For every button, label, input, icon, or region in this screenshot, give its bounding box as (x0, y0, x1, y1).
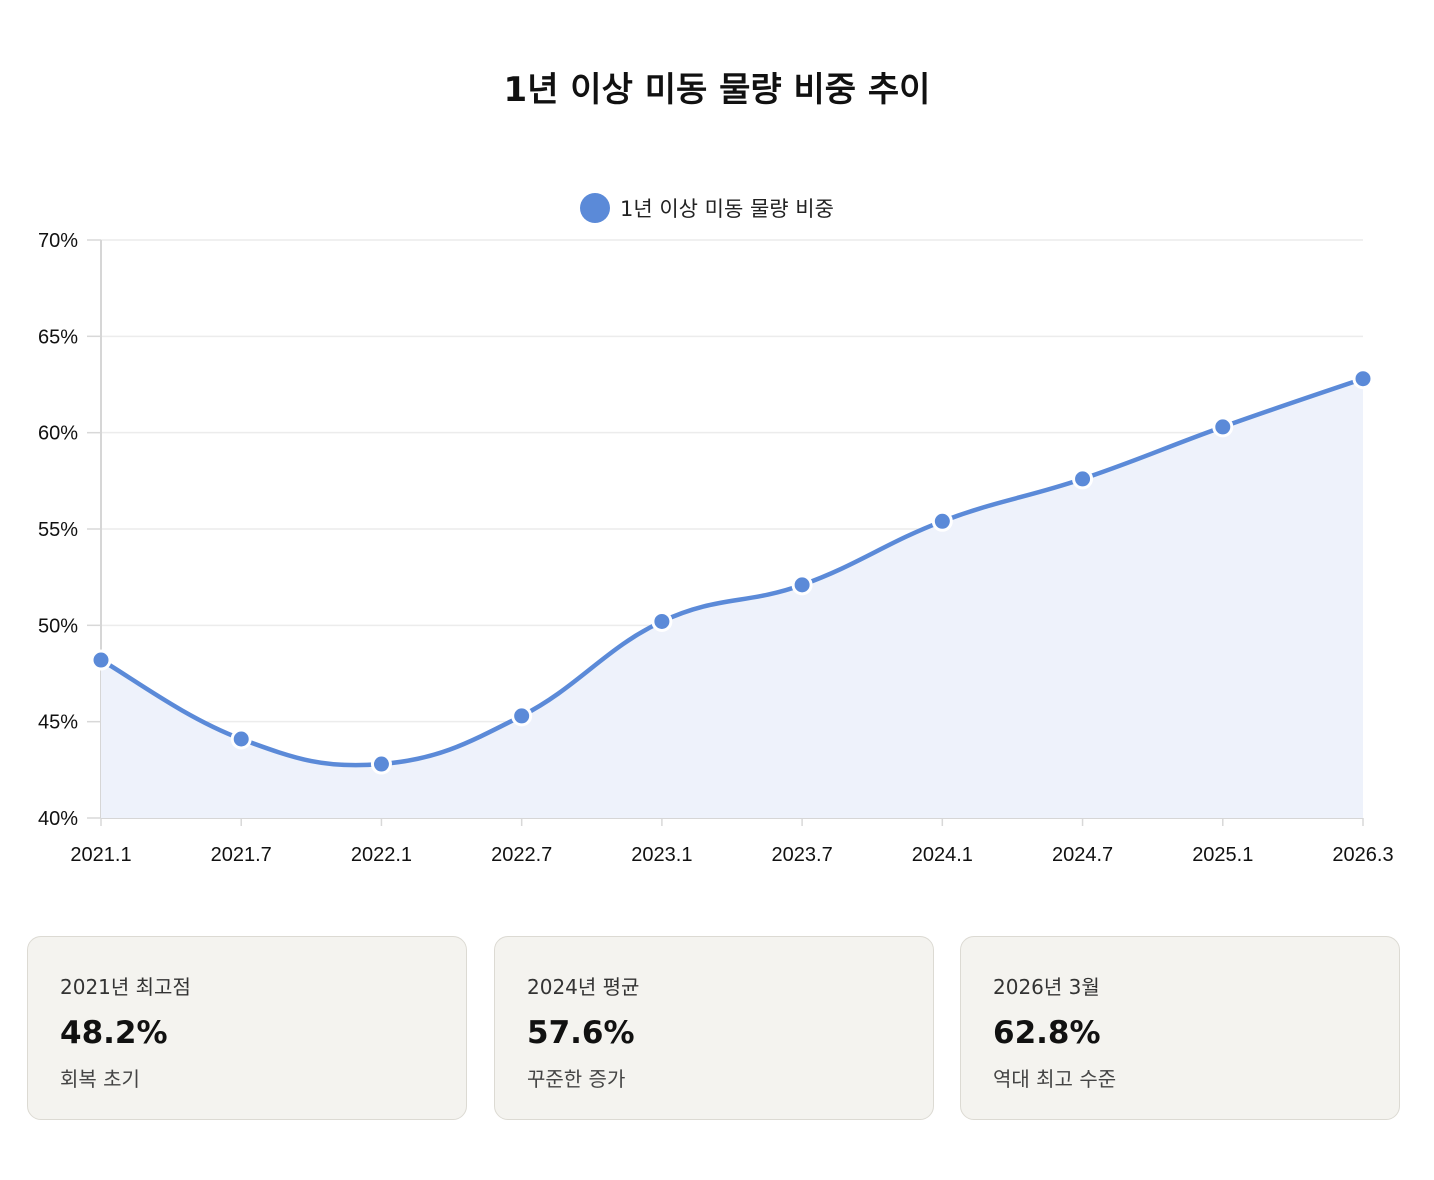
stat-card-value: 62.8% (993, 1015, 1101, 1051)
stat-card-label: 2026년 3월 (993, 975, 1100, 999)
y-tick-label: 55% (38, 519, 78, 541)
x-tick-label: 2023.1 (631, 844, 692, 866)
chart-title: 1년 이상 미동 물량 비중 추이 (503, 70, 931, 110)
data-point-2024.1 (931, 510, 953, 532)
data-point-2021.1 (90, 649, 112, 671)
data-point-2023.7 (791, 574, 813, 596)
data-point-2025.1 (1212, 416, 1234, 438)
data-point-2021.7 (230, 728, 252, 750)
x-tick-label: 2024.1 (912, 844, 973, 866)
x-tick-label: 2023.7 (772, 844, 833, 866)
x-tick-label: 2021.1 (70, 844, 131, 866)
x-tick-label: 2021.7 (211, 844, 272, 866)
stat-card-avg-2024: 2024년 평균 57.6% 꾸준한 증가 (494, 936, 934, 1120)
x-tick-label: 2025.1 (1192, 844, 1253, 866)
stat-card-2026-march: 2026년 3월 62.8% 역대 최고 수준 (960, 936, 1400, 1120)
stat-card-label: 2021년 최고점 (60, 975, 191, 999)
y-tick-label: 40% (38, 808, 78, 830)
data-point-2022.1 (370, 753, 392, 775)
series-area (101, 378, 1363, 818)
y-axis-ticks: 40% 45% 50% 55% 60% 65% 70% (38, 230, 78, 830)
y-tick-label: 45% (38, 712, 78, 734)
y-tick-label: 70% (38, 230, 78, 252)
x-tick-label: 2022.7 (491, 844, 552, 866)
stat-card-desc: 역대 최고 수준 (993, 1067, 1117, 1091)
x-tick-label: 2026.3 (1332, 844, 1393, 866)
x-axis-ticks: 2021.1 2021.7 2022.1 2022.7 2023.1 2023.7 2024… (70, 844, 1393, 866)
y-tick-label: 65% (38, 326, 78, 348)
grid (87, 239, 1364, 826)
y-tick-label: 60% (38, 423, 78, 445)
data-point-2024.7 (1072, 468, 1094, 490)
stat-card-label: 2024년 평균 (527, 975, 640, 999)
stat-card-desc: 회복 초기 (60, 1067, 140, 1091)
series-line (98, 376, 1366, 768)
legend-marker (580, 193, 610, 223)
legend: 1년 이상 미동 물량 비중 (580, 193, 834, 223)
chart: 1년 이상 미동 물량 비중 40% 45% 50% 55% 60% 65% 70% 202… (38, 193, 1394, 866)
stat-card-peak-2021: 2021년 최고점 48.2% 회복 초기 (27, 936, 467, 1120)
series-path (98, 376, 1366, 768)
data-point-2026.3 (1352, 368, 1374, 390)
series-fill (101, 378, 1363, 818)
stat-card-value: 48.2% (60, 1015, 168, 1051)
x-tick-label: 2024.7 (1052, 844, 1113, 866)
data-point-2022.7 (511, 705, 533, 727)
legend-label: 1년 이상 미동 물량 비중 (620, 197, 834, 221)
data-point-2023.1 (651, 610, 673, 632)
stat-card-desc: 꾸준한 증가 (527, 1067, 626, 1091)
x-tick-label: 2022.1 (351, 844, 412, 866)
y-tick-label: 50% (38, 615, 78, 637)
stat-card-value: 57.6% (527, 1015, 635, 1051)
series-points (90, 368, 1374, 775)
